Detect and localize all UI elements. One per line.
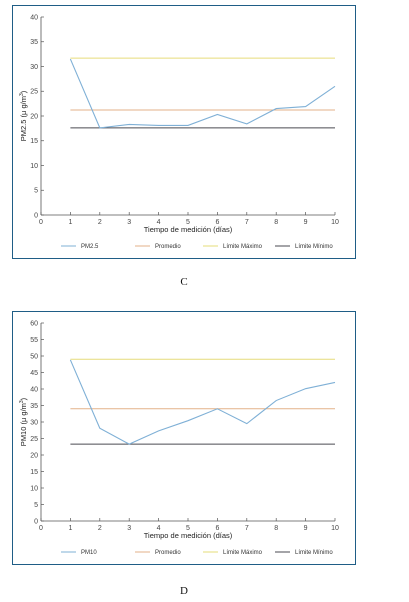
- y-tick-label: 10: [30, 485, 38, 492]
- legend-label: PM10: [81, 550, 97, 556]
- panel-label-d: D: [180, 585, 188, 597]
- y-tick-label: 40: [30, 386, 38, 393]
- x-tick-label: 6: [215, 219, 219, 226]
- y-axis-title-close: ): [19, 397, 28, 400]
- chart-panel-c: 0 5 10 15 20 25 30 35 40 0 1 2 3 4 5 6 7 8 9 10 Tiempo de me…: [12, 5, 356, 259]
- y-tick-label: 25: [30, 89, 38, 96]
- y-tick-label: 45: [30, 370, 38, 377]
- x-tick-label: 1: [68, 219, 72, 226]
- y-axis-title: PM2.5 (μ g/m3): [19, 90, 28, 141]
- y-tick-label: 0: [34, 212, 38, 219]
- y-tick-label: 15: [30, 469, 38, 476]
- y-axis-title-main: PM10 (: [19, 422, 28, 447]
- legend-label: Límite Mínimo: [295, 244, 333, 250]
- x-tick-label: 6: [215, 525, 219, 532]
- x-tick-label: 1: [68, 525, 72, 532]
- x-tick-label: 10: [331, 525, 339, 532]
- y-axis-title: PM10 (μ g/m3): [19, 397, 28, 446]
- x-tick-label: 5: [186, 525, 190, 532]
- x-tick-label: 3: [127, 525, 131, 532]
- series-line-pm10: [69, 359, 336, 445]
- x-tick-label: 9: [304, 525, 308, 532]
- y-axis-title-close: ): [19, 90, 28, 93]
- x-axis-title: Tiempo de medición (días): [144, 531, 233, 540]
- y-tick-label: 35: [30, 403, 38, 410]
- y-axis-title-unit: g/m: [19, 403, 28, 418]
- y-tick-label: 15: [30, 138, 38, 145]
- x-axis-title: Tiempo de medición (días): [144, 225, 233, 234]
- legend-label: Promedio: [155, 244, 181, 250]
- y-axis-title-mu: μ: [19, 111, 28, 115]
- y-tick-label: 5: [34, 188, 38, 195]
- x-tick-label: 10: [331, 219, 339, 226]
- y-tick-label: 25: [30, 436, 38, 443]
- y-axis-title-exponent: 3: [19, 400, 25, 403]
- legend-label: Límite Máximo: [223, 244, 263, 250]
- y-axis-title-unit: g/m: [19, 96, 28, 111]
- y-tick-label: 5: [34, 502, 38, 509]
- chart-panel-d: 0 5 10 15 20 25 30 35 40 45 50 55 60 0 1 2 3 4 5 6 7 8 9 10 Tiem…: [12, 311, 356, 565]
- y-tick-label: 40: [30, 14, 38, 21]
- series-line-pm2-5: [69, 58, 336, 129]
- panel-label-c: C: [180, 276, 188, 288]
- legend-label: PM2.5: [81, 244, 99, 250]
- x-tick-label: 2: [98, 525, 102, 532]
- legend-label: Límite Máximo: [223, 550, 263, 556]
- x-tick-label: 7: [245, 219, 249, 226]
- x-tick-label: 8: [274, 525, 278, 532]
- legend-label: Promedio: [155, 550, 181, 556]
- x-tick-label: 0: [39, 219, 43, 226]
- x-tick-label: 2: [98, 219, 102, 226]
- x-tick-label: 5: [186, 219, 190, 226]
- y-axis-title-main: PM2.5 (: [19, 114, 28, 141]
- y-tick-label: 20: [30, 452, 38, 459]
- legend-label: Límite Mínimo: [295, 550, 333, 556]
- x-tick-label: 9: [304, 219, 308, 226]
- x-tick-label: 0: [39, 525, 43, 532]
- pm25-line-chart: 0 5 10 15 20 25 30 35 40 0 1 2 3 4 5 6 7 8 9 10 Tiempo de me…: [19, 14, 339, 250]
- x-tick-label: 4: [157, 219, 161, 226]
- y-axis-title-mu: μ: [19, 418, 28, 422]
- y-axis-title-exponent: 3: [19, 93, 25, 96]
- x-tick-label: 7: [245, 525, 249, 532]
- y-tick-label: 30: [30, 64, 38, 71]
- x-tick-label: 8: [274, 219, 278, 226]
- y-tick-label: 0: [34, 518, 38, 525]
- y-tick-label: 30: [30, 419, 38, 426]
- y-tick-label: 50: [30, 353, 38, 360]
- y-tick-label: 20: [30, 113, 38, 120]
- y-tick-label: 60: [30, 320, 38, 327]
- y-tick-label: 10: [30, 163, 38, 170]
- x-tick-label: 4: [157, 525, 161, 532]
- y-tick-label: 55: [30, 337, 38, 344]
- x-tick-label: 3: [127, 219, 131, 226]
- y-tick-label: 35: [30, 39, 38, 46]
